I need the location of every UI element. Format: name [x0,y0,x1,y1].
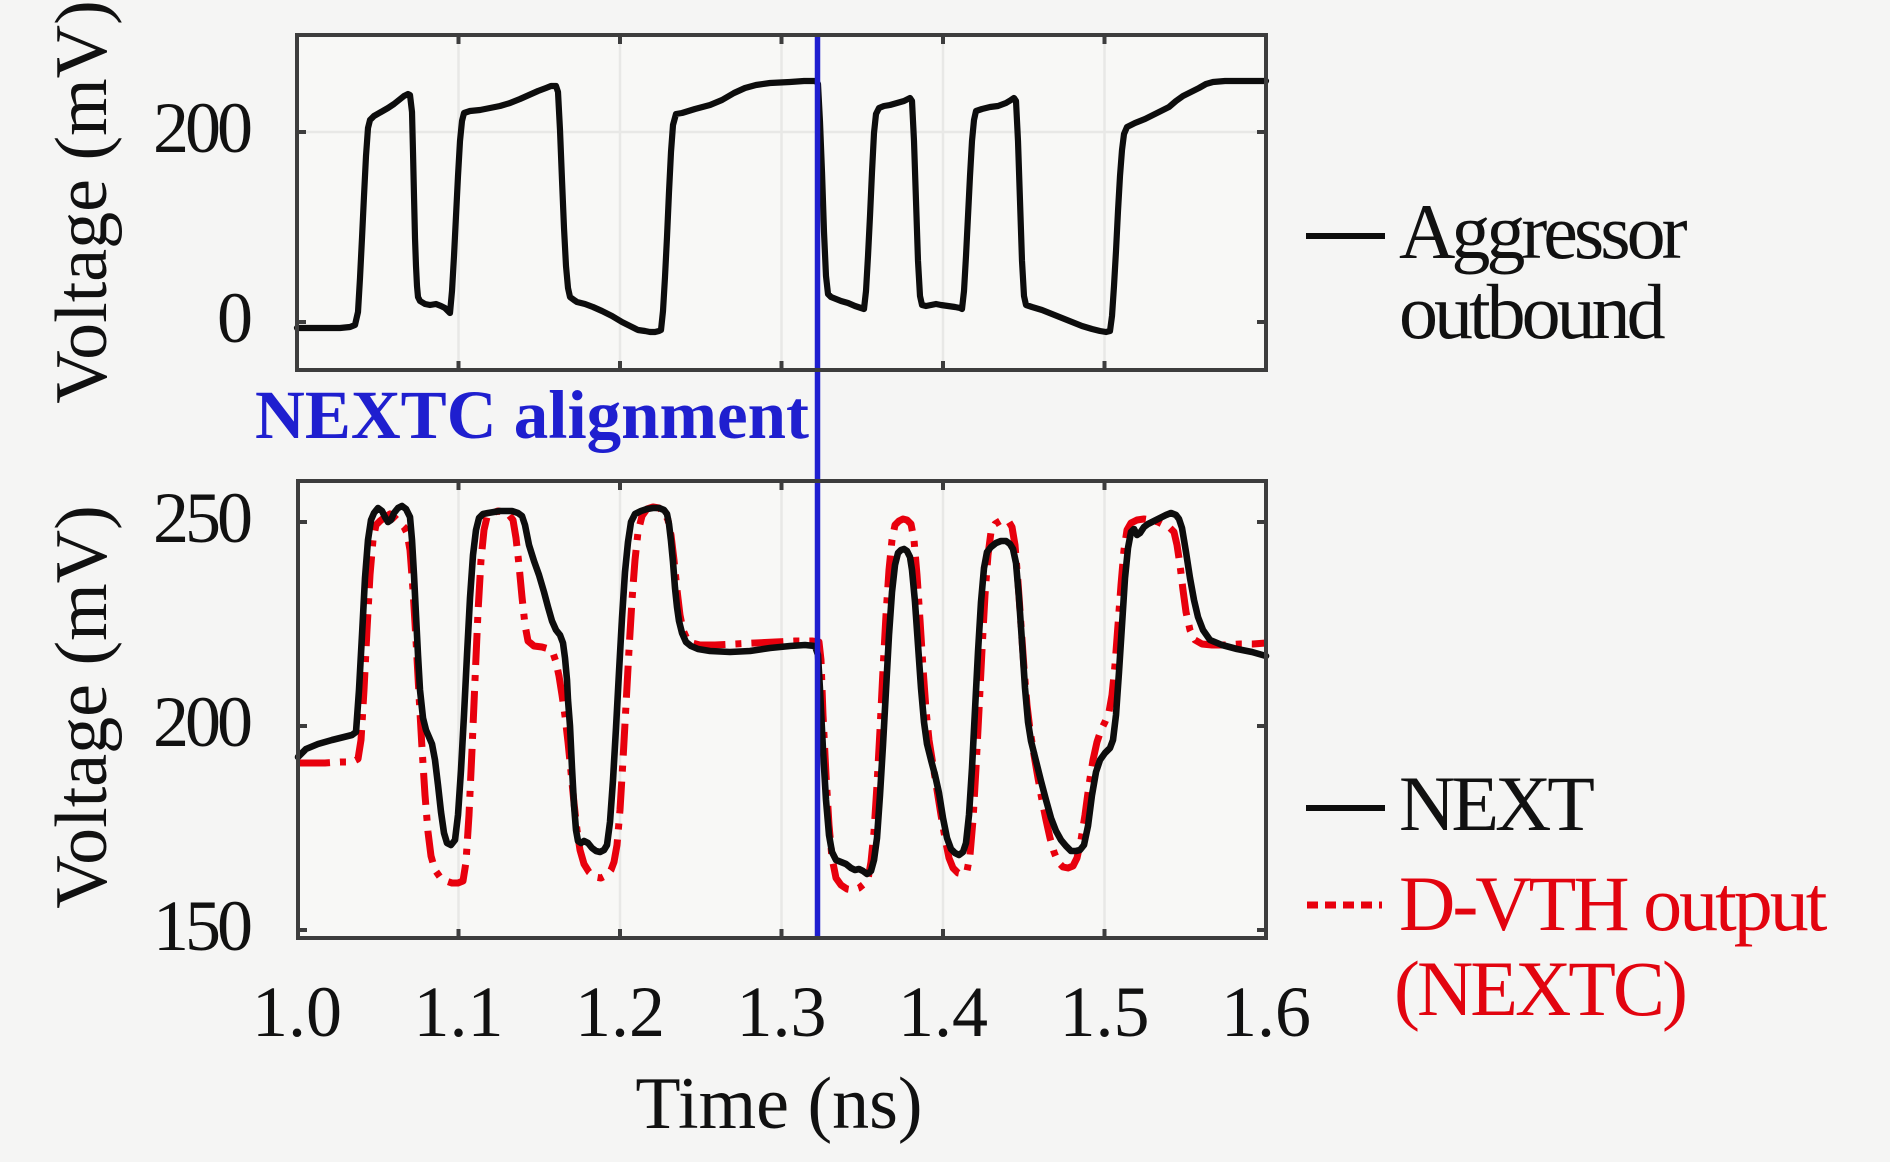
svg-text:1.1: 1.1 [414,972,504,1052]
svg-text:D-VTH output: D-VTH output [1399,860,1828,947]
svg-text:250: 250 [153,478,251,558]
svg-text:1.4: 1.4 [898,972,988,1052]
svg-text:(NEXTC): (NEXTC) [1394,945,1685,1032]
svg-text:NEXTC alignment: NEXTC alignment [255,377,809,453]
svg-text:1.6: 1.6 [1221,972,1311,1052]
svg-text:1.3: 1.3 [737,972,827,1052]
svg-text:1.0: 1.0 [252,972,342,1052]
svg-text:Time (ns): Time (ns) [635,1063,922,1145]
svg-text:NEXT: NEXT [1399,760,1594,847]
svg-text:200: 200 [153,88,251,168]
svg-text:0: 0 [217,278,251,358]
svg-text:Voltage (mV): Voltage (mV) [41,505,123,909]
svg-text:200: 200 [153,682,251,762]
svg-text:Voltage (mV): Voltage (mV) [41,0,123,404]
svg-text:1.2: 1.2 [575,972,665,1052]
svg-text:150: 150 [153,886,251,966]
svg-text:Aggressor: Aggressor [1399,188,1688,275]
svg-text:1.5: 1.5 [1060,972,1150,1052]
svg-text:outbound: outbound [1399,268,1666,355]
